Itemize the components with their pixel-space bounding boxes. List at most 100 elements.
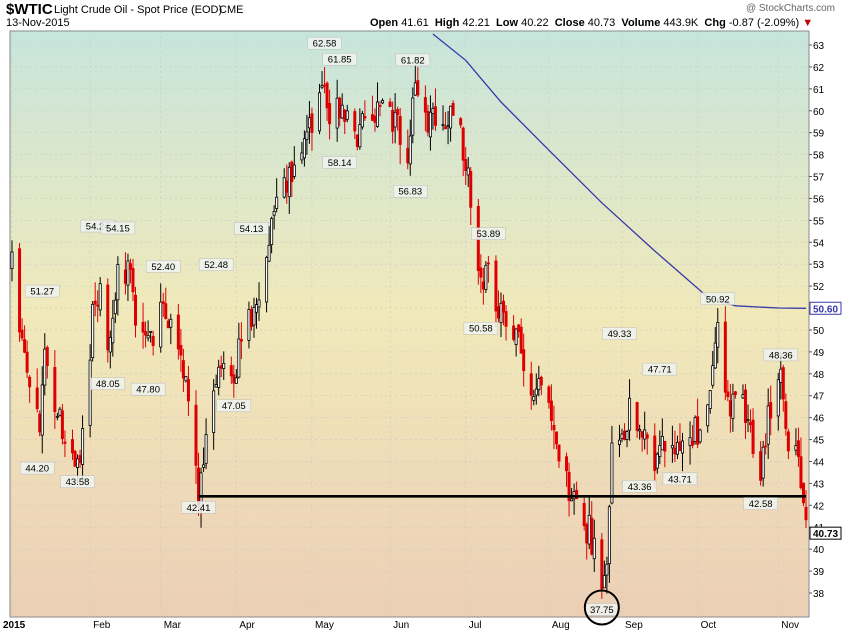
candle-down	[406, 147, 410, 164]
candle-up	[202, 464, 206, 468]
moving-average-line	[432, 33, 807, 309]
y-tick-label: 42	[813, 501, 825, 512]
y-tick-label: 38	[813, 589, 825, 600]
candle-down	[45, 347, 49, 367]
candle-up	[204, 434, 208, 464]
annotation-label: 49.33	[608, 329, 632, 340]
candle-down	[549, 400, 553, 422]
candle-down	[749, 422, 753, 426]
annotation-box	[24, 284, 60, 298]
candle-down	[469, 171, 473, 208]
annotation-box	[198, 258, 234, 271]
candle-down	[73, 450, 77, 467]
y-tick-label: 59	[813, 129, 825, 140]
candle-up	[108, 337, 112, 353]
annotation-label: 42.41	[187, 503, 211, 514]
annotation-label: 50.92	[706, 294, 730, 305]
candle-up	[149, 330, 153, 333]
candle-down	[60, 410, 64, 440]
candle-down	[23, 339, 27, 353]
candle-up	[113, 299, 117, 315]
x-tick-label: Jul	[469, 620, 482, 631]
last-price-label: 40.73	[813, 529, 838, 540]
candle-up	[282, 177, 286, 198]
annotation-label: 43.71	[668, 474, 692, 485]
candle-down	[232, 374, 236, 384]
x-tick-label: Feb	[93, 620, 111, 631]
candle-down	[496, 306, 500, 319]
change-label: Chg	[704, 17, 726, 29]
candle-up	[247, 309, 251, 341]
candle-down	[219, 365, 223, 369]
annotation-label: 47.05	[222, 401, 246, 412]
annotation-box	[743, 497, 778, 510]
candle-down	[764, 445, 768, 448]
candle-down	[547, 386, 551, 403]
annotation-label: 47.80	[136, 385, 160, 396]
y-tick-label: 56	[813, 194, 825, 205]
candle-up	[76, 458, 80, 468]
candle-down	[494, 260, 498, 312]
close-value: 40.73	[587, 17, 616, 29]
candle-up	[55, 415, 59, 418]
x-tick-label: Jun	[393, 620, 409, 631]
candle-down	[161, 301, 165, 305]
low-label: Low	[496, 17, 519, 29]
candle-down	[691, 440, 695, 446]
candle-up	[428, 111, 432, 138]
high-value: 42.21	[462, 17, 490, 29]
candle-up	[237, 338, 241, 378]
candle-up	[643, 429, 647, 440]
candle-up	[655, 453, 659, 469]
close-label: Close	[554, 17, 585, 29]
candle-up	[607, 506, 611, 565]
y-tick-label: 40	[813, 545, 825, 556]
candle-down	[63, 441, 67, 444]
candle-up	[638, 429, 642, 432]
candle-down	[517, 324, 521, 333]
candle-down	[522, 349, 526, 372]
annotation-label: 54.13	[240, 224, 264, 235]
candle-down	[504, 311, 508, 327]
candle-down	[396, 109, 400, 116]
instrument-name: Light Crude Oil - Spot Price (EOD)	[54, 4, 223, 16]
candle-down	[181, 360, 185, 379]
candle-up	[731, 393, 735, 419]
ticker-symbol: $WTIC	[6, 1, 53, 18]
annotation-label: 42.58	[749, 499, 773, 510]
candle-down	[769, 402, 773, 419]
candle-up	[534, 388, 538, 396]
candle-down	[373, 115, 377, 123]
candle-down	[363, 116, 367, 119]
candle-down	[552, 424, 556, 431]
candle-up	[340, 104, 344, 119]
y-tick-label: 55	[813, 216, 825, 227]
candle-up	[307, 117, 311, 129]
candle-up	[680, 440, 684, 454]
candle-down	[575, 489, 579, 500]
candle-down	[451, 102, 455, 116]
candle-down	[388, 101, 392, 107]
candle-up	[658, 445, 662, 457]
candle-up	[184, 376, 188, 382]
candle-up	[10, 251, 14, 269]
candle-up	[212, 390, 216, 433]
annotation-label: 52.48	[204, 260, 228, 271]
candle-up	[305, 131, 309, 141]
ma-last-value-label-box	[809, 301, 842, 315]
candle-down	[18, 248, 22, 333]
y-tick-label: 54	[813, 238, 825, 249]
candle-down	[678, 441, 682, 451]
annotation-box	[322, 156, 357, 169]
candle-up	[375, 101, 379, 127]
annotation-label: 43.36	[628, 482, 652, 493]
annotation-label: 52.40	[151, 262, 175, 273]
candle-down	[582, 502, 586, 527]
candle-up	[257, 299, 261, 308]
candle-down	[249, 309, 253, 327]
down-triangle-icon: ▼	[802, 17, 814, 29]
candle-down	[325, 82, 329, 109]
candle-down	[355, 134, 359, 147]
candle-up	[675, 441, 679, 455]
low-value: 40.22	[521, 17, 549, 29]
